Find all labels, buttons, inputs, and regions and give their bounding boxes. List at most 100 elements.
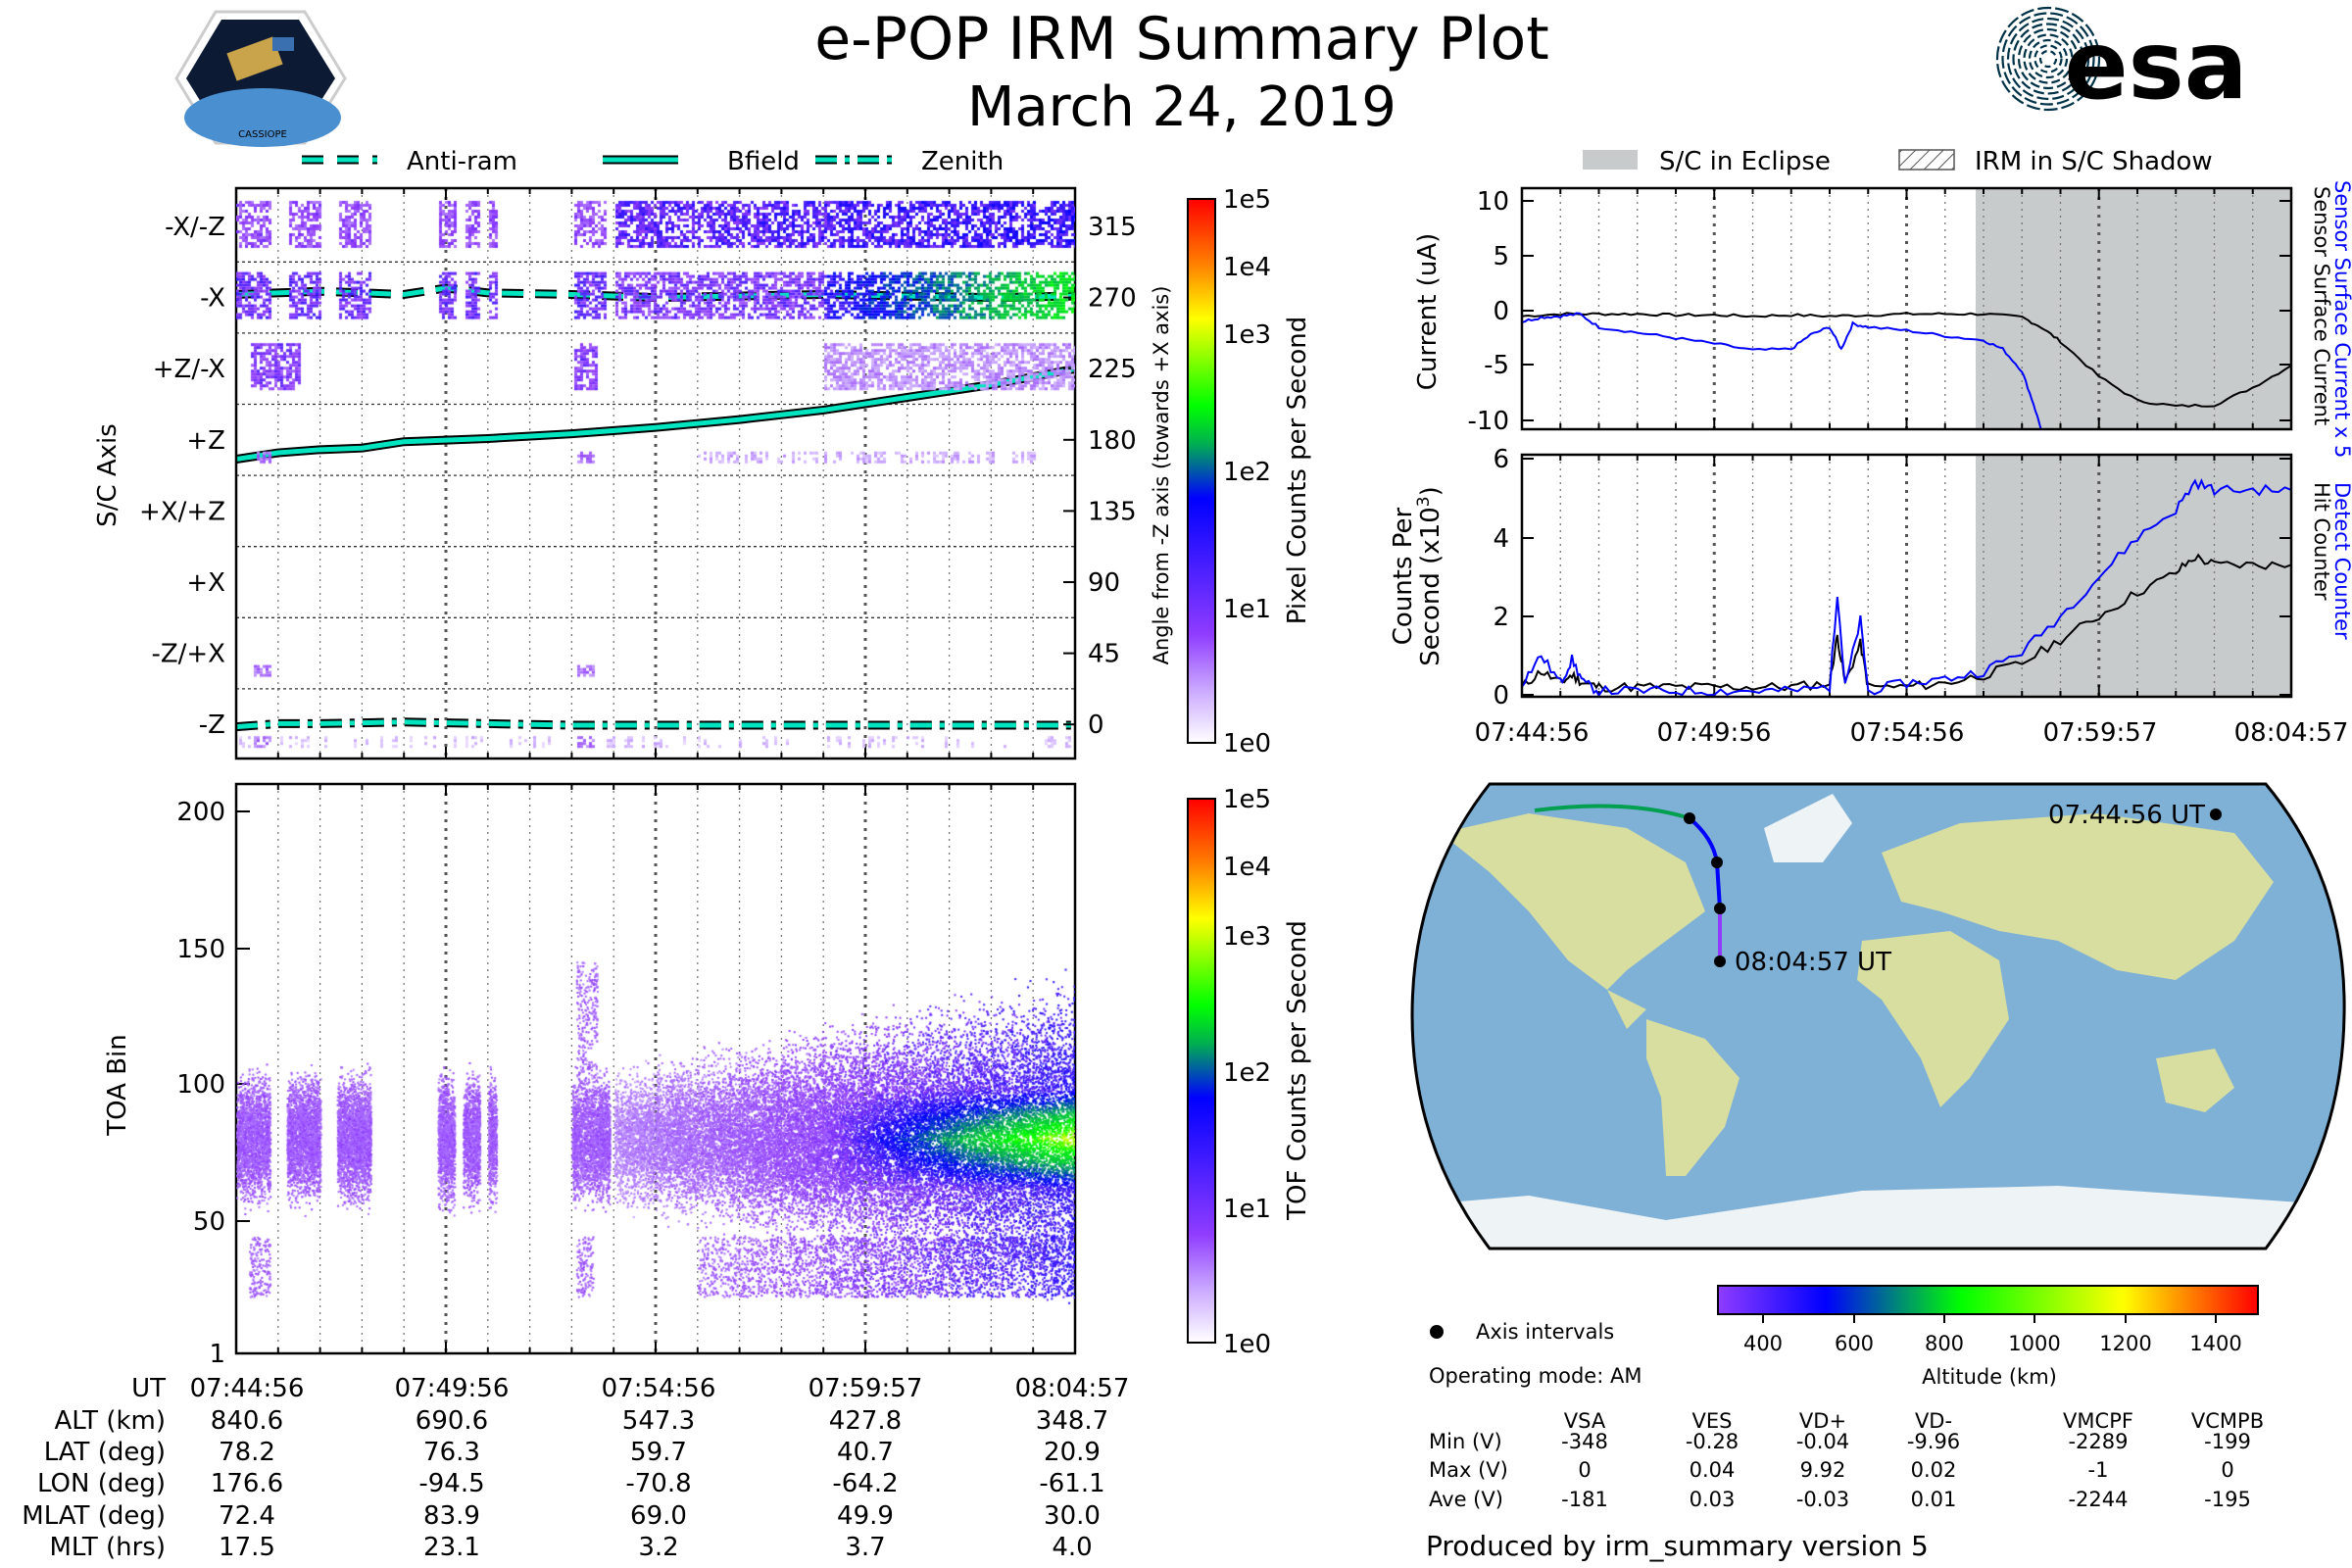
row-label: +X/+Z (139, 497, 225, 526)
legend-zenith: Zenith (921, 147, 1004, 176)
eclipse-region-counts (1976, 455, 2291, 697)
ephemeris-row-label: UT (131, 1374, 166, 1403)
voltage-column-header: VCMPB (2191, 1409, 2264, 1433)
axis-intervals-label: Axis intervals (1476, 1320, 1614, 1344)
counts-tick-label: 4 (1493, 524, 1509, 554)
angle-axis-label: Angle from -Z axis (towards +X axis) (1150, 286, 1173, 665)
ephemeris-value: 07:59:57 (808, 1374, 923, 1403)
voltage-row-label: Max (V) (1429, 1458, 1508, 1482)
ephemeris-row-label: LAT (deg) (44, 1438, 166, 1467)
pixel-colorbar-label: Pixel Counts per Second (1283, 317, 1312, 625)
row-label: +Z/-X (153, 355, 225, 384)
row-label: -X (200, 284, 225, 314)
series-sensor-surface-current-x-5 (1522, 312, 2042, 429)
tof-spectrogram (236, 784, 1075, 1353)
cassiope-logo-text: CASSIOPE (238, 129, 287, 140)
voltage-column-header: VMCPF (2063, 1409, 2133, 1433)
toa-tick-label: 150 (176, 935, 225, 964)
continents (1441, 794, 2274, 1176)
altitude-colorbar-ticks: 400 600 800 1000 1200 1400 (1743, 1314, 2242, 1355)
colorbar-tick-label: 1e4 (1223, 253, 1271, 282)
ephemeris-value: 78.2 (219, 1438, 275, 1467)
time-tick-label: 07:44:56 (1475, 718, 1590, 748)
track-start-dot (2210, 808, 2222, 820)
tof-colorbar-label: TOF Counts per Second (1283, 920, 1312, 1221)
ephemeris-value: 40.7 (837, 1438, 894, 1467)
axis-interval-dot (1711, 857, 1723, 868)
colorbar-tick-label: 1e3 (1223, 320, 1271, 350)
ephemeris-value: -61.1 (1039, 1469, 1104, 1498)
current-panel-frame (1520, 186, 2293, 431)
toa-tick-label: 200 (176, 798, 225, 827)
ephemeris-value: 348.7 (1036, 1406, 1108, 1436)
current-ylabel: Current (uA) (1413, 233, 1443, 390)
altitude-tick-label: 800 (1925, 1332, 1964, 1355)
voltage-column-header: VSA (1564, 1409, 1606, 1433)
voltage-column-header: VD+ (1799, 1409, 1846, 1433)
colorbar-tick-label: 1e4 (1223, 853, 1271, 882)
series-sensor-surface-current (1522, 312, 2291, 408)
voltage-value: 0.04 (1690, 1458, 1736, 1482)
produced-by: Produced by irm_summary version 5 (1426, 1530, 1929, 1562)
legend-eclipse: S/C in Eclipse (1659, 147, 1831, 176)
voltage-value: -348 (1561, 1430, 1608, 1453)
counts-ylabel-line1: Counts Per (1389, 507, 1418, 645)
angle-tick-label: 135 (1088, 497, 1137, 526)
tof-colorbar (1187, 798, 1216, 1344)
esa-ring (2034, 44, 2063, 74)
esa-ring (1995, 6, 2101, 112)
ephemeris-table: UT 07:44:56 07:49:56 07:54:56 07:59:57 08:04:… (22, 1374, 1129, 1562)
esa-ring (2006, 17, 2090, 101)
angle-tick-label: 90 (1088, 568, 1120, 598)
row-label: +X (186, 568, 225, 598)
ephemeris-row-label: LON (deg) (37, 1469, 166, 1498)
ephemeris-value: 49.9 (837, 1501, 894, 1531)
legend-bfield: Bfield (727, 147, 800, 176)
altitude-tick-label: 600 (1835, 1332, 1874, 1355)
counts-right-label-black: Hit Counter (2310, 482, 2333, 601)
ephemeris-value: 30.0 (1044, 1501, 1101, 1531)
track-segment-high (1534, 804, 1690, 820)
counts-panel-ticks: 6 4 2 0 (1493, 445, 2291, 710)
antarctica (1412, 1186, 2344, 1249)
cassiope-logo: CASSIOPE (174, 10, 347, 147)
esa-logo-text: esa (2064, 11, 2247, 121)
right-time-axis-labels: 07:44:56 07:49:56 07:54:56 07:59:57 08:04:57 (1475, 718, 2349, 748)
counts-panel-frame (1520, 453, 2293, 699)
voltage-column-header: VD- (1915, 1409, 1952, 1433)
counts-tick-label: 6 (1493, 445, 1509, 474)
ephemeris-row-label: MLAT (deg) (22, 1501, 166, 1531)
ground-track-map: 07:44:56 UT 08:04:57 UT (1410, 782, 2346, 1250)
colorbar-tick-label: 1e1 (1223, 1195, 1271, 1224)
current-tick-label: 10 (1477, 187, 1509, 217)
altitude-tick-label: 1000 (2008, 1332, 2060, 1355)
ephemeris-value: -70.8 (625, 1469, 691, 1498)
colorbar-tick-label: 1e0 (1223, 1330, 1271, 1359)
ephemeris-value: 08:04:57 (1015, 1374, 1130, 1403)
ephemeris-value: 07:54:56 (602, 1374, 716, 1403)
altitude-tick-label: 1400 (2189, 1332, 2241, 1355)
voltage-value: -0.28 (1686, 1430, 1739, 1453)
line-legend: Anti-ram Bfield Zenith (302, 147, 1004, 176)
legend-anti-ram: Anti-ram (407, 147, 517, 176)
current-tick-label: -5 (1484, 351, 1509, 380)
angle-tick-label: 225 (1088, 355, 1137, 384)
pixel-spectrogram (236, 188, 1075, 759)
track-end-label: 08:04:57 UT (1735, 948, 1891, 977)
plot-title: e-POP IRM Summary Plot (814, 5, 1549, 74)
ephemeris-value: 3.2 (638, 1533, 678, 1562)
voltage-value: -199 (2204, 1430, 2251, 1453)
time-tick-label: 07:54:56 (1850, 718, 1965, 748)
current-right-label-black: Sensor Surface Current (2310, 186, 2333, 425)
series-detect-counter (1522, 477, 2291, 697)
esa-ring (2028, 38, 2069, 79)
ephemeris-value: 69.0 (630, 1501, 687, 1531)
toa-tick-label: 1 (209, 1340, 225, 1369)
row-label: -Z/+X (151, 640, 225, 669)
eclipse-swatch (1583, 150, 1638, 170)
plot-date: March 24, 2019 (967, 75, 1396, 139)
ephemeris-value: 20.9 (1044, 1438, 1101, 1467)
voltage-row-label: Min (V) (1429, 1430, 1502, 1453)
esa-ring (2012, 23, 2084, 95)
